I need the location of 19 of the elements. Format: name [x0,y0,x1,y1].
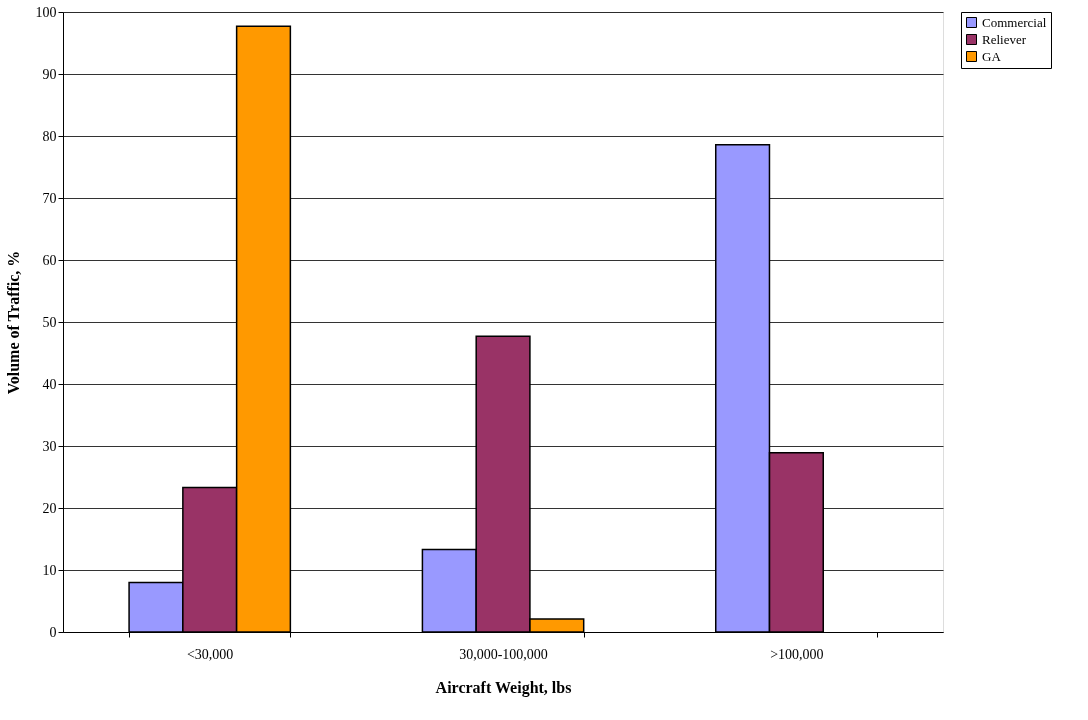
y-tick-label: 50 [42,314,57,330]
legend-label: GA [982,48,1002,64]
x-tick-label: 30,000-100,000 [459,646,548,662]
x-tick-label: >100,000 [770,646,824,662]
y-tick-label: 100 [35,4,57,20]
x-axis-title: Aircraft Weight, lbs [435,678,572,697]
legend-label: Commercial [982,14,1047,30]
x-tick-label: <30,000 [186,646,234,662]
y-tick-label: 90 [42,66,57,82]
legend-label: Reliever [982,31,1027,47]
y-tick-label: 10 [42,562,57,578]
y-tick-label: 60 [42,252,57,268]
y-tick-label: 80 [42,128,57,144]
y-tick-label: 70 [42,190,57,206]
y-tick-label: 40 [42,376,57,392]
y-axis-title: Volume of Traffic, % [4,250,22,395]
y-tick-label: 30 [42,438,57,454]
y-tick-label: 0 [49,624,57,640]
y-tick-label: 20 [42,500,57,516]
